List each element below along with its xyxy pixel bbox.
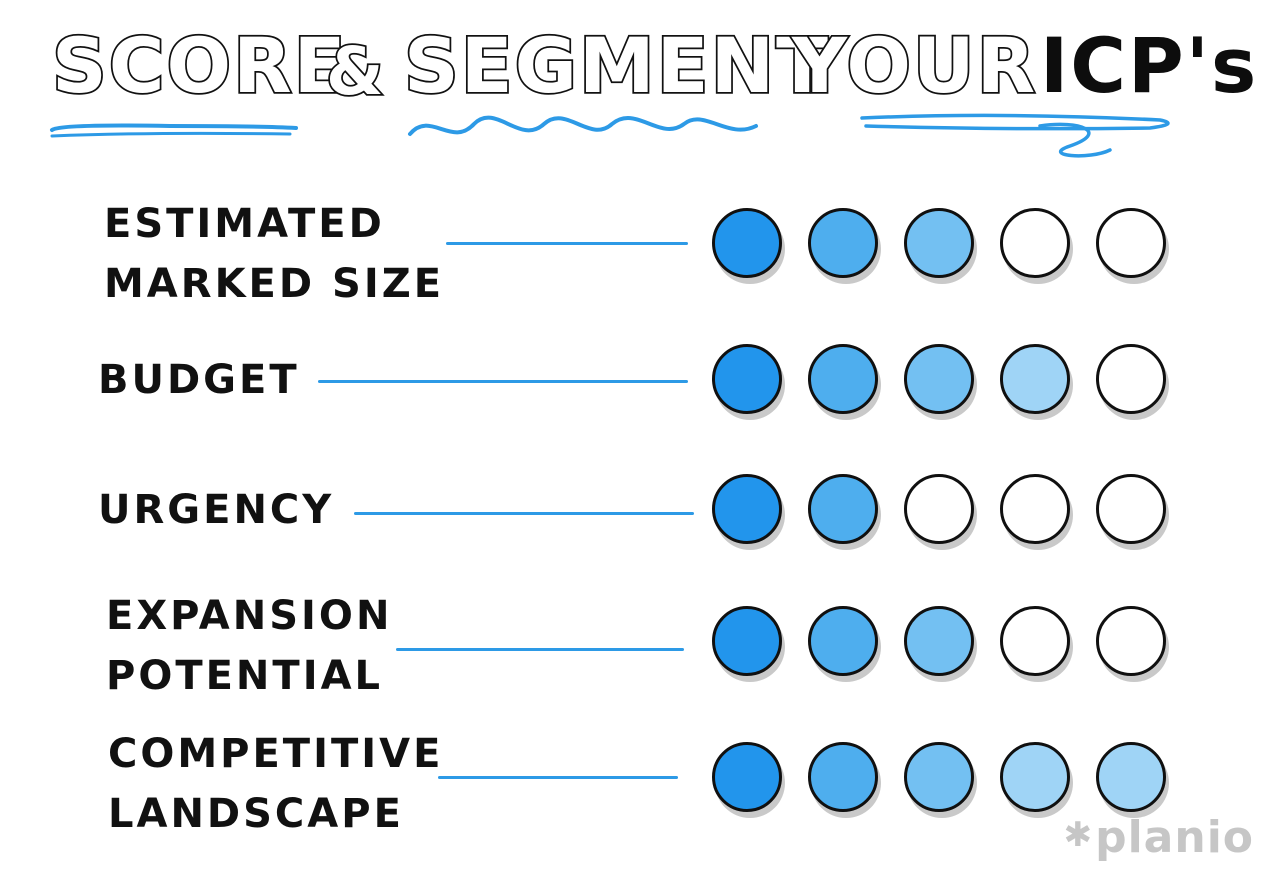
criterion-label: ESTIMATED MARKED SIZE xyxy=(104,194,444,314)
label-line: POTENTIAL xyxy=(106,653,384,699)
connector-line xyxy=(318,380,688,383)
title-word-icps: ICP's xyxy=(1040,21,1259,110)
connector-line xyxy=(446,242,688,245)
score-dot-empty xyxy=(1000,474,1070,544)
label-line: COMPETITIVE xyxy=(108,731,444,777)
title-word-segment: SEGMENT xyxy=(402,19,831,112)
score-dot-filled xyxy=(904,344,974,414)
connector-line xyxy=(438,776,678,779)
score-dot-filled xyxy=(1000,344,1070,414)
score-dot-filled xyxy=(712,474,782,544)
score-dot-empty xyxy=(1096,606,1166,676)
title-word-score: SCORE xyxy=(50,19,348,112)
label-line: MARKED SIZE xyxy=(104,261,445,307)
label-line: ESTIMATED xyxy=(104,201,385,247)
score-dot-empty xyxy=(1000,606,1070,676)
title: SCORE & SEGMENT YOUR ICP's xyxy=(0,0,1280,190)
score-dot-filled xyxy=(712,344,782,414)
score-dot-empty xyxy=(1096,208,1166,278)
score-dot-filled xyxy=(712,742,782,812)
score-dot-filled xyxy=(712,208,782,278)
score-dot-empty xyxy=(1000,208,1070,278)
title-underlines xyxy=(50,113,1170,158)
criterion-label: EXPANSION POTENTIAL xyxy=(106,586,392,706)
criterion-label: COMPETITIVE LANDSCAPE xyxy=(108,724,443,844)
score-dot-filled xyxy=(808,742,878,812)
logo-text: planio xyxy=(1095,812,1254,863)
score-dot-filled xyxy=(1000,742,1070,812)
score-dot-filled xyxy=(808,606,878,676)
label-line: LANDSCAPE xyxy=(108,791,404,837)
score-dot-filled xyxy=(808,208,878,278)
connector-line xyxy=(396,648,684,651)
score-dot-filled xyxy=(1096,742,1166,812)
score-dot-filled xyxy=(904,208,974,278)
score-dot-empty xyxy=(904,474,974,544)
label-line: BUDGET xyxy=(98,357,300,403)
label-line: URGENCY xyxy=(98,487,335,533)
asterisk-icon: ✱ xyxy=(1063,815,1094,855)
title-word-your: YOUR xyxy=(790,19,1038,112)
connector-line xyxy=(354,512,694,515)
score-dot-filled xyxy=(808,474,878,544)
planio-logo: ✱planio xyxy=(1064,812,1254,863)
score-dot-empty xyxy=(1096,344,1166,414)
score-dot-filled xyxy=(904,742,974,812)
criterion-label: URGENCY xyxy=(98,480,334,540)
score-dot-filled xyxy=(808,344,878,414)
score-dot-filled xyxy=(712,606,782,676)
criterion-label: BUDGET xyxy=(98,350,300,410)
title-word-ampersand: & xyxy=(324,31,386,112)
score-dot-empty xyxy=(1096,474,1166,544)
label-line: EXPANSION xyxy=(106,593,393,639)
score-dot-filled xyxy=(904,606,974,676)
